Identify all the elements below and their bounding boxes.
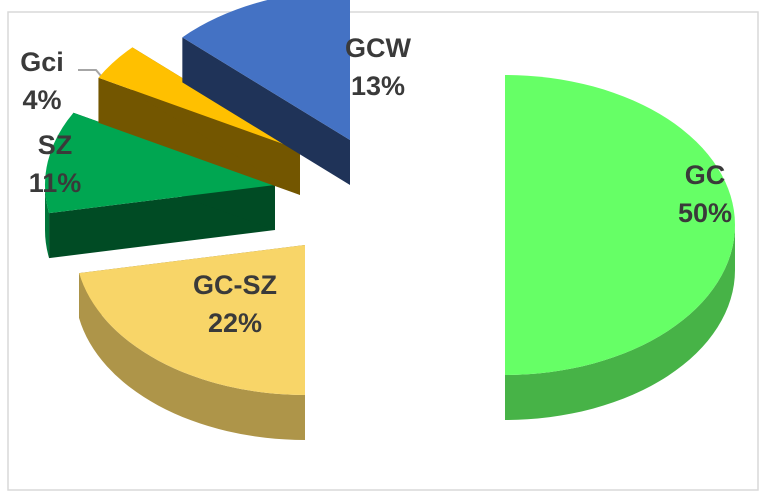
pie-slice bbox=[182, 0, 350, 186]
slice-label: GC-SZ bbox=[193, 270, 277, 300]
value-label: 13% bbox=[351, 71, 405, 101]
slice-top bbox=[79, 245, 305, 395]
slice-label: SZ bbox=[38, 130, 73, 160]
slice-top bbox=[182, 0, 350, 140]
slice-wall bbox=[182, 37, 350, 186]
pie-slice bbox=[505, 75, 735, 420]
slice-side bbox=[45, 185, 50, 259]
slice-label: GCW bbox=[345, 33, 412, 63]
value-label: 11% bbox=[29, 168, 82, 198]
slice-top bbox=[98, 47, 300, 151]
slice-label: GC bbox=[685, 160, 726, 190]
slice-wall bbox=[98, 77, 300, 195]
slice-top bbox=[505, 75, 735, 375]
pie-slice bbox=[44, 112, 276, 259]
pie-slice bbox=[98, 47, 300, 196]
slice-side bbox=[505, 225, 735, 420]
value-label: 50% bbox=[678, 198, 732, 228]
value-label: 22% bbox=[208, 308, 262, 338]
value-label: 4% bbox=[22, 85, 61, 115]
slice-top bbox=[44, 112, 275, 214]
pie-slice bbox=[79, 245, 305, 440]
slice-side bbox=[79, 273, 305, 440]
slice-label: Gci bbox=[20, 47, 64, 77]
